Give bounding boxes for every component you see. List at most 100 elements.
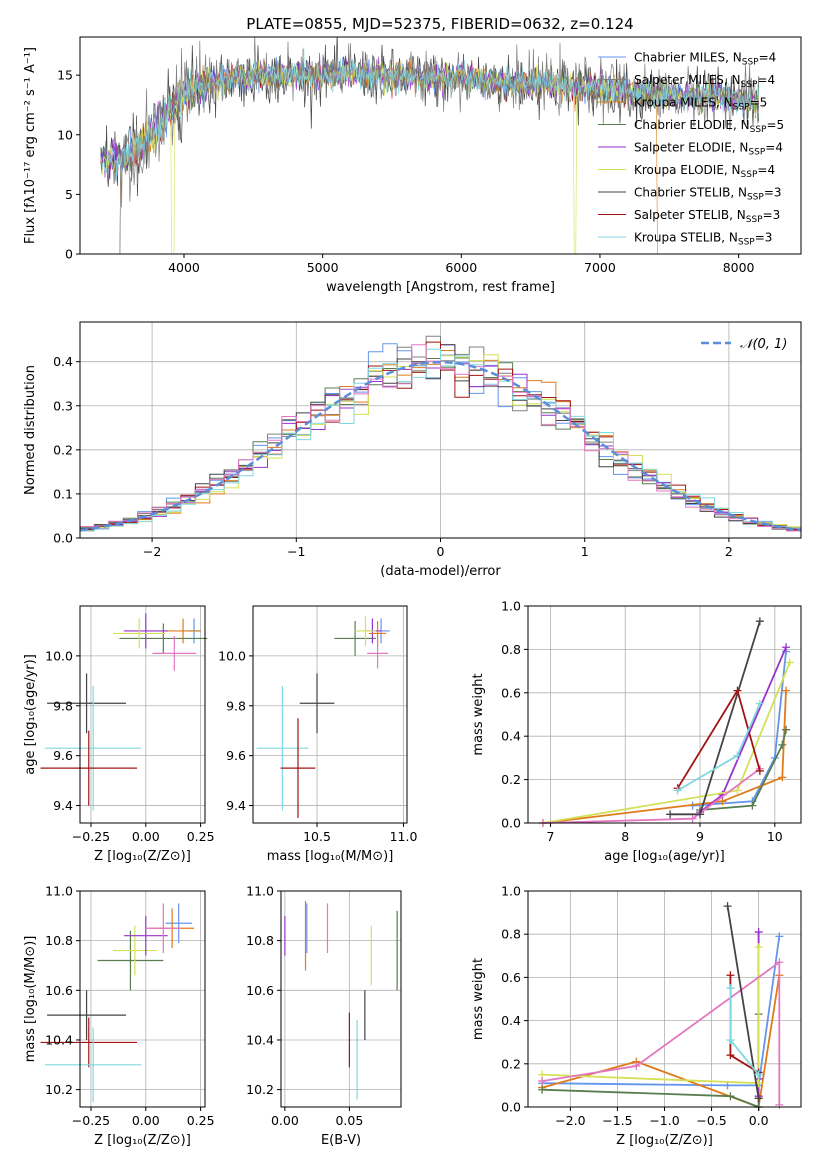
weights_vs_Z-marker <box>775 958 784 967</box>
mass_vs_Z-points <box>40 903 195 1103</box>
weights_vs_Z-marker <box>726 971 735 980</box>
mass_vs_Z-point <box>145 903 181 954</box>
residuals-normal-curve <box>80 360 801 532</box>
age_vs_Z-point <box>123 613 168 649</box>
mass_vs_Z-xtick-label: −0.25 <box>72 1113 110 1128</box>
spectrum-frame: 4000 5000 6000 7000 8000 0 5 10 15 wavelength [An… <box>23 36 802 295</box>
age_vs_mass-ytick-label: 9.8 <box>226 698 246 713</box>
weights_vs_Z-xlabel: Z [log₁₀(Z/Z⊙)] <box>616 1133 713 1148</box>
mass_vs_ebv-ytick-label: 11.0 <box>246 884 274 899</box>
weights_vs_Z-marker <box>775 1100 784 1109</box>
weights_vs_age-marker <box>696 810 705 819</box>
age_vs_Z-point <box>165 618 201 644</box>
residuals-ytick-label: 0.2 <box>53 442 73 457</box>
age_vs_Z-xtick-label: 0.00 <box>132 829 160 844</box>
mass_vs_Z-ytick-label: 10.8 <box>45 933 73 948</box>
weights_vs_Z-marker <box>754 1070 763 1079</box>
weights_vs_Z-series-line <box>726 905 760 1099</box>
age_vs_Z-points <box>40 613 208 811</box>
legend-label: Salpeter STELIB, NSSP=3 <box>634 208 780 225</box>
weights_vs_age-series <box>666 617 764 819</box>
weights_vs_Z-ytick-label: 0.8 <box>501 927 521 942</box>
age_vs_Z-point <box>47 673 127 734</box>
weights_vs_Z-xtick-label: −1.0 <box>649 1113 679 1128</box>
spectrum-spine <box>79 36 802 255</box>
residuals-xtick-label: −2 <box>143 544 161 559</box>
mass_vs_ebv-ytick-label: 10.4 <box>246 1032 274 1047</box>
mass_vs_Z-point <box>165 903 192 944</box>
mass_vs_Z-xtick-label: 0.00 <box>132 1113 160 1128</box>
weights_vs_age-series <box>673 699 764 795</box>
mass_vs_Z-ytick-label: 10.6 <box>45 983 73 998</box>
weights_vs_age-ytick-label: 1.0 <box>501 599 521 614</box>
mass_vs_ebv-points <box>284 900 398 1100</box>
figure-title: PLATE=0855, MJD=52375, FIBERID=0632, z=0… <box>246 15 633 33</box>
residuals-ytick-label: 0.4 <box>53 354 73 369</box>
legend-label: Kroupa STELIB, NSSP=3 <box>634 231 772 248</box>
residuals-ytick-label: 0.3 <box>53 398 73 413</box>
weights_vs_Z-series <box>726 984 763 1079</box>
age_vs_mass-point <box>355 615 376 646</box>
mass_vs_ebv-xtick-label: 0.00 <box>271 1113 299 1128</box>
spectrum-series-line <box>100 37 760 254</box>
age_vs_mass-ytick-label: 9.4 <box>226 798 246 813</box>
weights_vs_age-marker <box>733 686 742 695</box>
weights_vs_Z-series-line <box>542 936 781 1087</box>
weights_vs_age-marker <box>785 658 794 667</box>
weights_vs_Z-marker <box>726 1092 735 1101</box>
residuals-ytick-label: 0.1 <box>53 486 73 501</box>
mass_vs_ebv-xlabel: E(B-V) <box>321 1133 361 1148</box>
spectrum-xtick-label: 4000 <box>168 260 200 275</box>
age_vs_Z-xtick-label: 0.25 <box>187 829 215 844</box>
mass_vs_ebv-spine <box>280 890 402 1108</box>
weights_vs_age-xlabel: age [log₁₀(age/yr)] <box>604 849 725 864</box>
weights_vs_Z-ytick-label: 0.2 <box>501 1056 521 1071</box>
weights_vs_Z-ylabel: mass weight <box>471 958 486 1040</box>
spectrum-ytick-label: 10 <box>57 127 73 142</box>
mass_vs_Z-ytick-label: 11.0 <box>45 884 73 899</box>
weights_vs_age-marker <box>688 814 697 823</box>
age_vs_mass-point <box>280 718 316 819</box>
legend-label: Salpeter MILES, NSSP=4 <box>634 73 775 90</box>
age_vs_mass-points <box>256 615 390 819</box>
weights_vs_age-marker <box>733 751 742 760</box>
residuals-legend-label: 𝒩(0, 1) <box>740 337 787 352</box>
residuals-histogram <box>80 348 801 533</box>
mass_vs_ebv-ytick-label: 10.2 <box>246 1082 274 1097</box>
mass_vs_Z-point <box>40 1017 138 1068</box>
weights_vs_age-ytick-label: 0.6 <box>501 685 521 700</box>
weights_vs_age-xtick-label: 10 <box>767 829 783 844</box>
weights_vs_age-marker <box>673 786 682 795</box>
spectrum-series-line <box>100 47 760 181</box>
weights_vs_Z-xtick-label: −1.5 <box>602 1113 632 1128</box>
weights_vs_Z-marker <box>632 1061 641 1070</box>
weights_vs_age-series-line <box>699 729 787 811</box>
weights_vs_age-marker <box>782 725 791 734</box>
weights_vs_Z-ytick-label: 0.0 <box>501 1100 521 1115</box>
age_vs_mass-axes <box>253 606 407 823</box>
weights_vs_age-ytick-label: 0.2 <box>501 772 521 787</box>
weights_vs_age-marker <box>782 643 791 652</box>
legend-label: Kroupa MILES, NSSP=5 <box>634 96 767 113</box>
weights_vs_Z-series-line <box>541 960 781 1105</box>
legend-label: Kroupa ELODIE, NSSP=4 <box>634 163 775 180</box>
mass_vs_ebv-ytick-label: 10.8 <box>246 933 274 948</box>
age_vs_Z-spine <box>79 605 206 824</box>
mass_vs_Z-frame: −0.25 0.00 0.25 10.2 10.4 10.6 10.8 11.0 Z [log₁… <box>23 884 215 1149</box>
residuals-ylabel: Normed distribution <box>23 365 38 495</box>
residuals-xtick-label: 2 <box>725 544 733 559</box>
age_vs_Z-ytick-label: 9.8 <box>53 698 73 713</box>
age_vs_mass-point <box>256 685 309 811</box>
age_vs_Z-ytick-label: 10.0 <box>45 648 73 663</box>
weights_vs_Z-marker <box>723 902 732 911</box>
weights_vs_Z-marker <box>538 1085 547 1094</box>
residuals-frame: −2 −1 0 1 2 0.0 0.1 0.2 0.3 0.4 (data-model)/error… <box>23 321 802 579</box>
age_vs_mass-spine <box>252 605 408 824</box>
spectrum-ytick-label: 0 <box>65 247 73 262</box>
age_vs_Z-frame: −0.25 0.00 0.25 9.4 9.6 9.8 10.0 Z [log₁₀(Z/Z⊙)… <box>23 605 215 864</box>
residuals-series-group <box>80 335 801 533</box>
weights_vs_Z-marker <box>538 1077 547 1086</box>
age_vs_Z-point <box>119 623 208 654</box>
weights_vs_age-ytick-label: 0.0 <box>501 816 521 831</box>
weights_vs_Z-series-group <box>538 902 784 1111</box>
